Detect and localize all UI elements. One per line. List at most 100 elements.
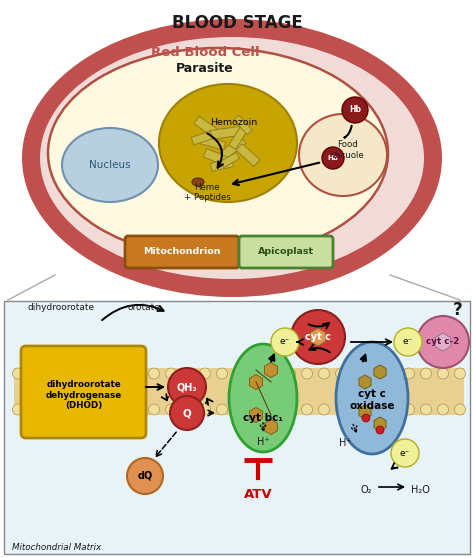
Circle shape — [420, 368, 431, 379]
Circle shape — [131, 404, 143, 415]
Circle shape — [417, 316, 469, 368]
Circle shape — [336, 368, 346, 379]
Circle shape — [250, 368, 262, 379]
Bar — [220, 137, 246, 160]
Circle shape — [131, 368, 143, 379]
Ellipse shape — [62, 128, 158, 202]
Bar — [229, 127, 247, 150]
Circle shape — [200, 404, 210, 415]
Text: H⁺: H⁺ — [339, 438, 351, 448]
Bar — [201, 136, 226, 150]
Bar — [234, 115, 252, 135]
Text: Red Blood Cell: Red Blood Cell — [151, 46, 259, 59]
Text: H⁺: H⁺ — [257, 437, 269, 447]
Circle shape — [170, 396, 204, 430]
Text: Hemozoin: Hemozoin — [210, 118, 258, 127]
Bar — [14, 368, 464, 415]
Bar — [236, 143, 260, 166]
Ellipse shape — [192, 178, 204, 186]
Text: cyt c-2: cyt c-2 — [427, 338, 460, 347]
Circle shape — [12, 404, 24, 415]
Circle shape — [319, 368, 329, 379]
Text: ?: ? — [453, 301, 463, 319]
Circle shape — [115, 404, 126, 415]
Text: QH₂: QH₂ — [177, 382, 197, 392]
Circle shape — [46, 368, 57, 379]
Text: Mitochondrial Matrix: Mitochondrial Matrix — [12, 543, 101, 552]
Bar — [210, 159, 234, 171]
Circle shape — [284, 404, 295, 415]
Bar — [191, 131, 213, 145]
Circle shape — [29, 404, 40, 415]
Circle shape — [127, 458, 163, 494]
Circle shape — [284, 368, 295, 379]
Text: e⁻: e⁻ — [403, 338, 413, 347]
Circle shape — [182, 368, 193, 379]
Circle shape — [342, 97, 368, 123]
Circle shape — [64, 404, 74, 415]
Circle shape — [403, 368, 414, 379]
Bar — [220, 152, 239, 167]
FancyBboxPatch shape — [239, 236, 333, 268]
Circle shape — [165, 404, 176, 415]
Circle shape — [336, 404, 346, 415]
Circle shape — [301, 404, 312, 415]
Text: Food
Vacuole: Food Vacuole — [331, 140, 365, 160]
Circle shape — [403, 404, 414, 415]
Circle shape — [362, 414, 370, 422]
Circle shape — [29, 368, 40, 379]
Circle shape — [370, 368, 381, 379]
Text: H₂O: H₂O — [410, 485, 429, 495]
FancyBboxPatch shape — [4, 301, 470, 554]
Text: BLOOD STAGE: BLOOD STAGE — [172, 14, 302, 32]
Circle shape — [148, 404, 159, 415]
FancyBboxPatch shape — [21, 346, 146, 438]
Circle shape — [267, 404, 279, 415]
FancyBboxPatch shape — [125, 236, 239, 268]
Circle shape — [386, 368, 398, 379]
Text: cyt bc₁: cyt bc₁ — [243, 413, 283, 423]
Ellipse shape — [22, 19, 442, 297]
Bar — [210, 127, 240, 140]
Text: O₂: O₂ — [360, 485, 372, 495]
Text: cyt c: cyt c — [305, 332, 331, 342]
Circle shape — [234, 404, 245, 415]
Circle shape — [81, 404, 91, 415]
Ellipse shape — [229, 344, 297, 452]
Circle shape — [301, 368, 312, 379]
Circle shape — [165, 368, 176, 379]
Circle shape — [438, 404, 448, 415]
Circle shape — [353, 368, 364, 379]
Circle shape — [168, 368, 206, 406]
Circle shape — [217, 404, 228, 415]
Circle shape — [12, 368, 24, 379]
Ellipse shape — [299, 114, 387, 196]
Circle shape — [386, 404, 398, 415]
Circle shape — [234, 368, 245, 379]
FancyArrowPatch shape — [345, 126, 352, 138]
Circle shape — [370, 404, 381, 415]
Text: Nucleus: Nucleus — [89, 160, 131, 170]
Circle shape — [455, 404, 465, 415]
Circle shape — [322, 147, 344, 169]
Circle shape — [420, 404, 431, 415]
Circle shape — [391, 439, 419, 467]
Circle shape — [394, 328, 422, 356]
Circle shape — [271, 328, 299, 356]
Bar — [194, 116, 222, 140]
Circle shape — [148, 368, 159, 379]
Circle shape — [217, 368, 228, 379]
Circle shape — [319, 404, 329, 415]
Circle shape — [376, 426, 384, 434]
Text: Mitochondrion: Mitochondrion — [143, 248, 221, 257]
Text: orotate: orotate — [128, 304, 161, 312]
Circle shape — [353, 404, 364, 415]
Text: dQ: dQ — [137, 471, 153, 481]
Circle shape — [98, 368, 109, 379]
Text: Apicoplast: Apicoplast — [258, 248, 314, 257]
Circle shape — [98, 404, 109, 415]
Ellipse shape — [48, 48, 388, 258]
Text: ATV: ATV — [244, 488, 272, 501]
Text: Parasite: Parasite — [176, 62, 234, 75]
Text: Hb: Hb — [328, 155, 338, 161]
